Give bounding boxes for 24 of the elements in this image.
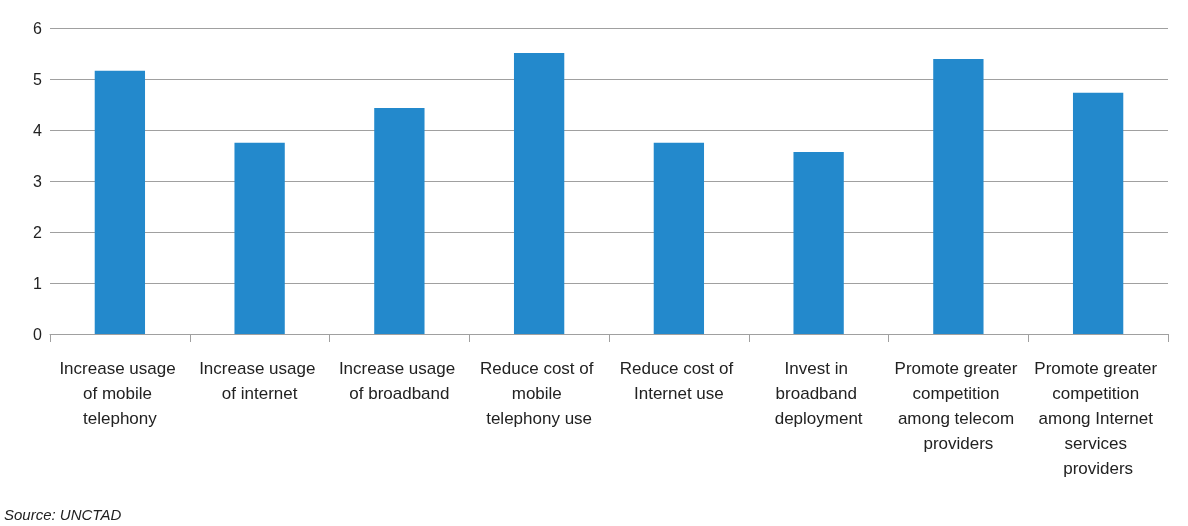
y-tick-label: 0 [33,325,43,343]
bar [513,52,565,334]
bar [234,142,285,334]
y-tick-label: 4 [33,121,43,139]
y-tick-label: 2 [33,223,43,241]
x-tick-label: Reduce cost of Internet use [619,359,738,403]
x-tick-label: Promote greater competition among telecom providers [894,359,1023,453]
x-tick-label: Promote greater competition among Internet services providers [1034,359,1162,478]
y-tick-label: 5 [33,70,43,88]
x-tick-label: Reduce cost of mobile telephony use [480,359,599,428]
x-tick-label: Invest in broadband deployment [774,359,863,428]
y-tick-label: 1 [33,274,43,292]
bar [94,70,146,334]
y-tick-label: 3 [33,172,43,190]
y-tick-label: 6 [33,19,43,37]
bar [933,59,984,334]
bar [793,151,844,334]
x-tick-label: Increase usage of internet [199,359,321,403]
bar [374,108,425,334]
x-tick-label: Increase usage of mobile telephony [59,359,181,428]
source-note: Source: UNCTAD [4,506,122,523]
x-tick-label: Increase usage of broadband [338,359,460,403]
bar [1072,92,1124,334]
bar [653,142,705,334]
